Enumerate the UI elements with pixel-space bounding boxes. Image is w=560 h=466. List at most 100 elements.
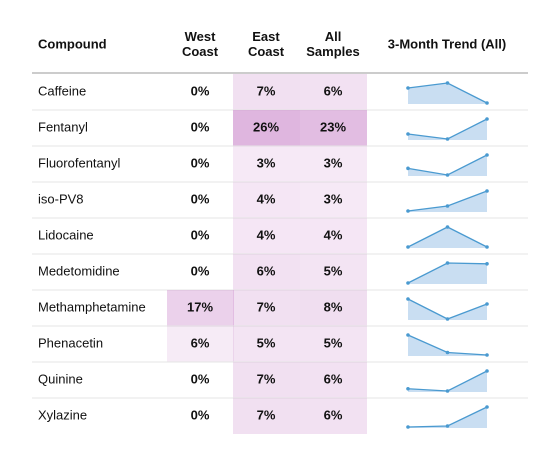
trend-point bbox=[406, 132, 410, 136]
trend-area bbox=[408, 407, 487, 428]
cell-value: 17% bbox=[187, 299, 213, 314]
trend-area bbox=[408, 83, 487, 104]
header-label: West bbox=[185, 29, 216, 44]
cell-value: 6% bbox=[324, 83, 343, 98]
cell-shade bbox=[233, 74, 300, 110]
trend-point bbox=[406, 281, 410, 285]
trend-area bbox=[408, 335, 487, 356]
cell-shade bbox=[233, 110, 300, 146]
cell-shade bbox=[233, 362, 300, 398]
compound-name: Medetomidine bbox=[38, 263, 120, 278]
cell-shade bbox=[300, 362, 367, 398]
trend-point bbox=[445, 137, 450, 141]
cell-shade bbox=[233, 290, 300, 326]
trend-area bbox=[408, 191, 487, 212]
trend-point bbox=[406, 166, 410, 171]
cell-value: 7% bbox=[257, 299, 276, 314]
cell-shade bbox=[233, 182, 300, 218]
trend-point bbox=[445, 424, 450, 428]
trend-point bbox=[445, 261, 450, 265]
trend-point bbox=[445, 204, 450, 208]
cell-value: 8% bbox=[324, 299, 343, 314]
cell-shade bbox=[233, 146, 300, 182]
trend-point bbox=[485, 101, 489, 105]
trend-point bbox=[485, 262, 489, 266]
compound-name: Lidocaine bbox=[38, 227, 94, 242]
cell-shade bbox=[300, 398, 367, 434]
cell-value: 26% bbox=[253, 119, 279, 134]
cell-value: 7% bbox=[257, 407, 276, 422]
trend-point bbox=[406, 386, 410, 391]
cell-value: 6% bbox=[324, 371, 343, 386]
cell-value: 5% bbox=[324, 263, 343, 278]
cell-value: 3% bbox=[324, 191, 343, 206]
cell-value: 5% bbox=[257, 335, 276, 350]
trend-point bbox=[485, 153, 489, 157]
header-label: 3-Month Trend (All) bbox=[388, 36, 506, 51]
cell-value: 0% bbox=[191, 191, 210, 206]
compound-name: Fentanyl bbox=[38, 119, 88, 134]
compound-name: iso-PV8 bbox=[38, 191, 84, 206]
trend-area bbox=[408, 371, 487, 392]
header-label: Samples bbox=[306, 44, 359, 59]
cell-value: 7% bbox=[257, 83, 276, 98]
trend-point bbox=[445, 81, 450, 85]
cell-value: 4% bbox=[257, 227, 276, 242]
cell-shade bbox=[300, 146, 367, 182]
compound-name: Methamphetamine bbox=[38, 299, 146, 314]
trend-area bbox=[408, 227, 487, 248]
cell-shade bbox=[300, 218, 367, 254]
trend-point bbox=[445, 350, 450, 355]
cell-value: 6% bbox=[191, 335, 210, 350]
cell-shade bbox=[300, 110, 367, 146]
cell-shade bbox=[233, 218, 300, 254]
trend-point bbox=[445, 389, 450, 393]
trend-point bbox=[406, 333, 410, 337]
trend-area bbox=[408, 155, 487, 176]
trend-point bbox=[445, 173, 450, 177]
trend-point bbox=[445, 317, 450, 321]
cell-shade bbox=[233, 326, 300, 362]
cell-value: 4% bbox=[324, 227, 343, 242]
header-label: East bbox=[252, 29, 280, 44]
header-label: Coast bbox=[248, 44, 285, 59]
trend-point bbox=[485, 245, 489, 249]
header-label: Coast bbox=[182, 44, 219, 59]
compound-name: Fluorofentanyl bbox=[38, 155, 120, 170]
cell-value: 6% bbox=[257, 263, 276, 278]
trend-point bbox=[485, 117, 489, 121]
header-label: Compound bbox=[38, 36, 107, 51]
trend-point bbox=[485, 353, 489, 357]
trend-point bbox=[485, 302, 489, 306]
trend-area bbox=[408, 263, 487, 284]
cell-shade bbox=[167, 326, 234, 362]
cell-shade bbox=[233, 254, 300, 290]
cell-value: 0% bbox=[191, 263, 210, 278]
cell-shade bbox=[233, 398, 300, 434]
trend-point bbox=[406, 86, 410, 90]
cell-shade bbox=[300, 182, 367, 218]
cell-value: 3% bbox=[324, 155, 343, 170]
trend-point bbox=[406, 245, 410, 249]
cell-shade bbox=[300, 254, 367, 290]
cell-value: 0% bbox=[191, 155, 210, 170]
trend-area bbox=[408, 299, 487, 320]
header-label: All bbox=[325, 29, 342, 44]
cell-shade bbox=[167, 290, 234, 326]
compound-name: Quinine bbox=[38, 371, 83, 386]
trend-point bbox=[485, 369, 489, 373]
compound-name: Caffeine bbox=[38, 83, 86, 98]
cell-value: 0% bbox=[191, 407, 210, 422]
compound-name: Phenacetin bbox=[38, 335, 103, 350]
trend-point bbox=[445, 225, 450, 229]
cell-value: 0% bbox=[191, 119, 210, 134]
trend-point bbox=[406, 297, 410, 301]
cell-shade bbox=[300, 74, 367, 110]
compound-name: Xylazine bbox=[38, 407, 87, 422]
cell-value: 6% bbox=[324, 407, 343, 422]
trend-point bbox=[485, 189, 489, 193]
trend-point bbox=[406, 209, 410, 213]
cell-value: 5% bbox=[324, 335, 343, 350]
cell-value: 23% bbox=[320, 119, 346, 134]
